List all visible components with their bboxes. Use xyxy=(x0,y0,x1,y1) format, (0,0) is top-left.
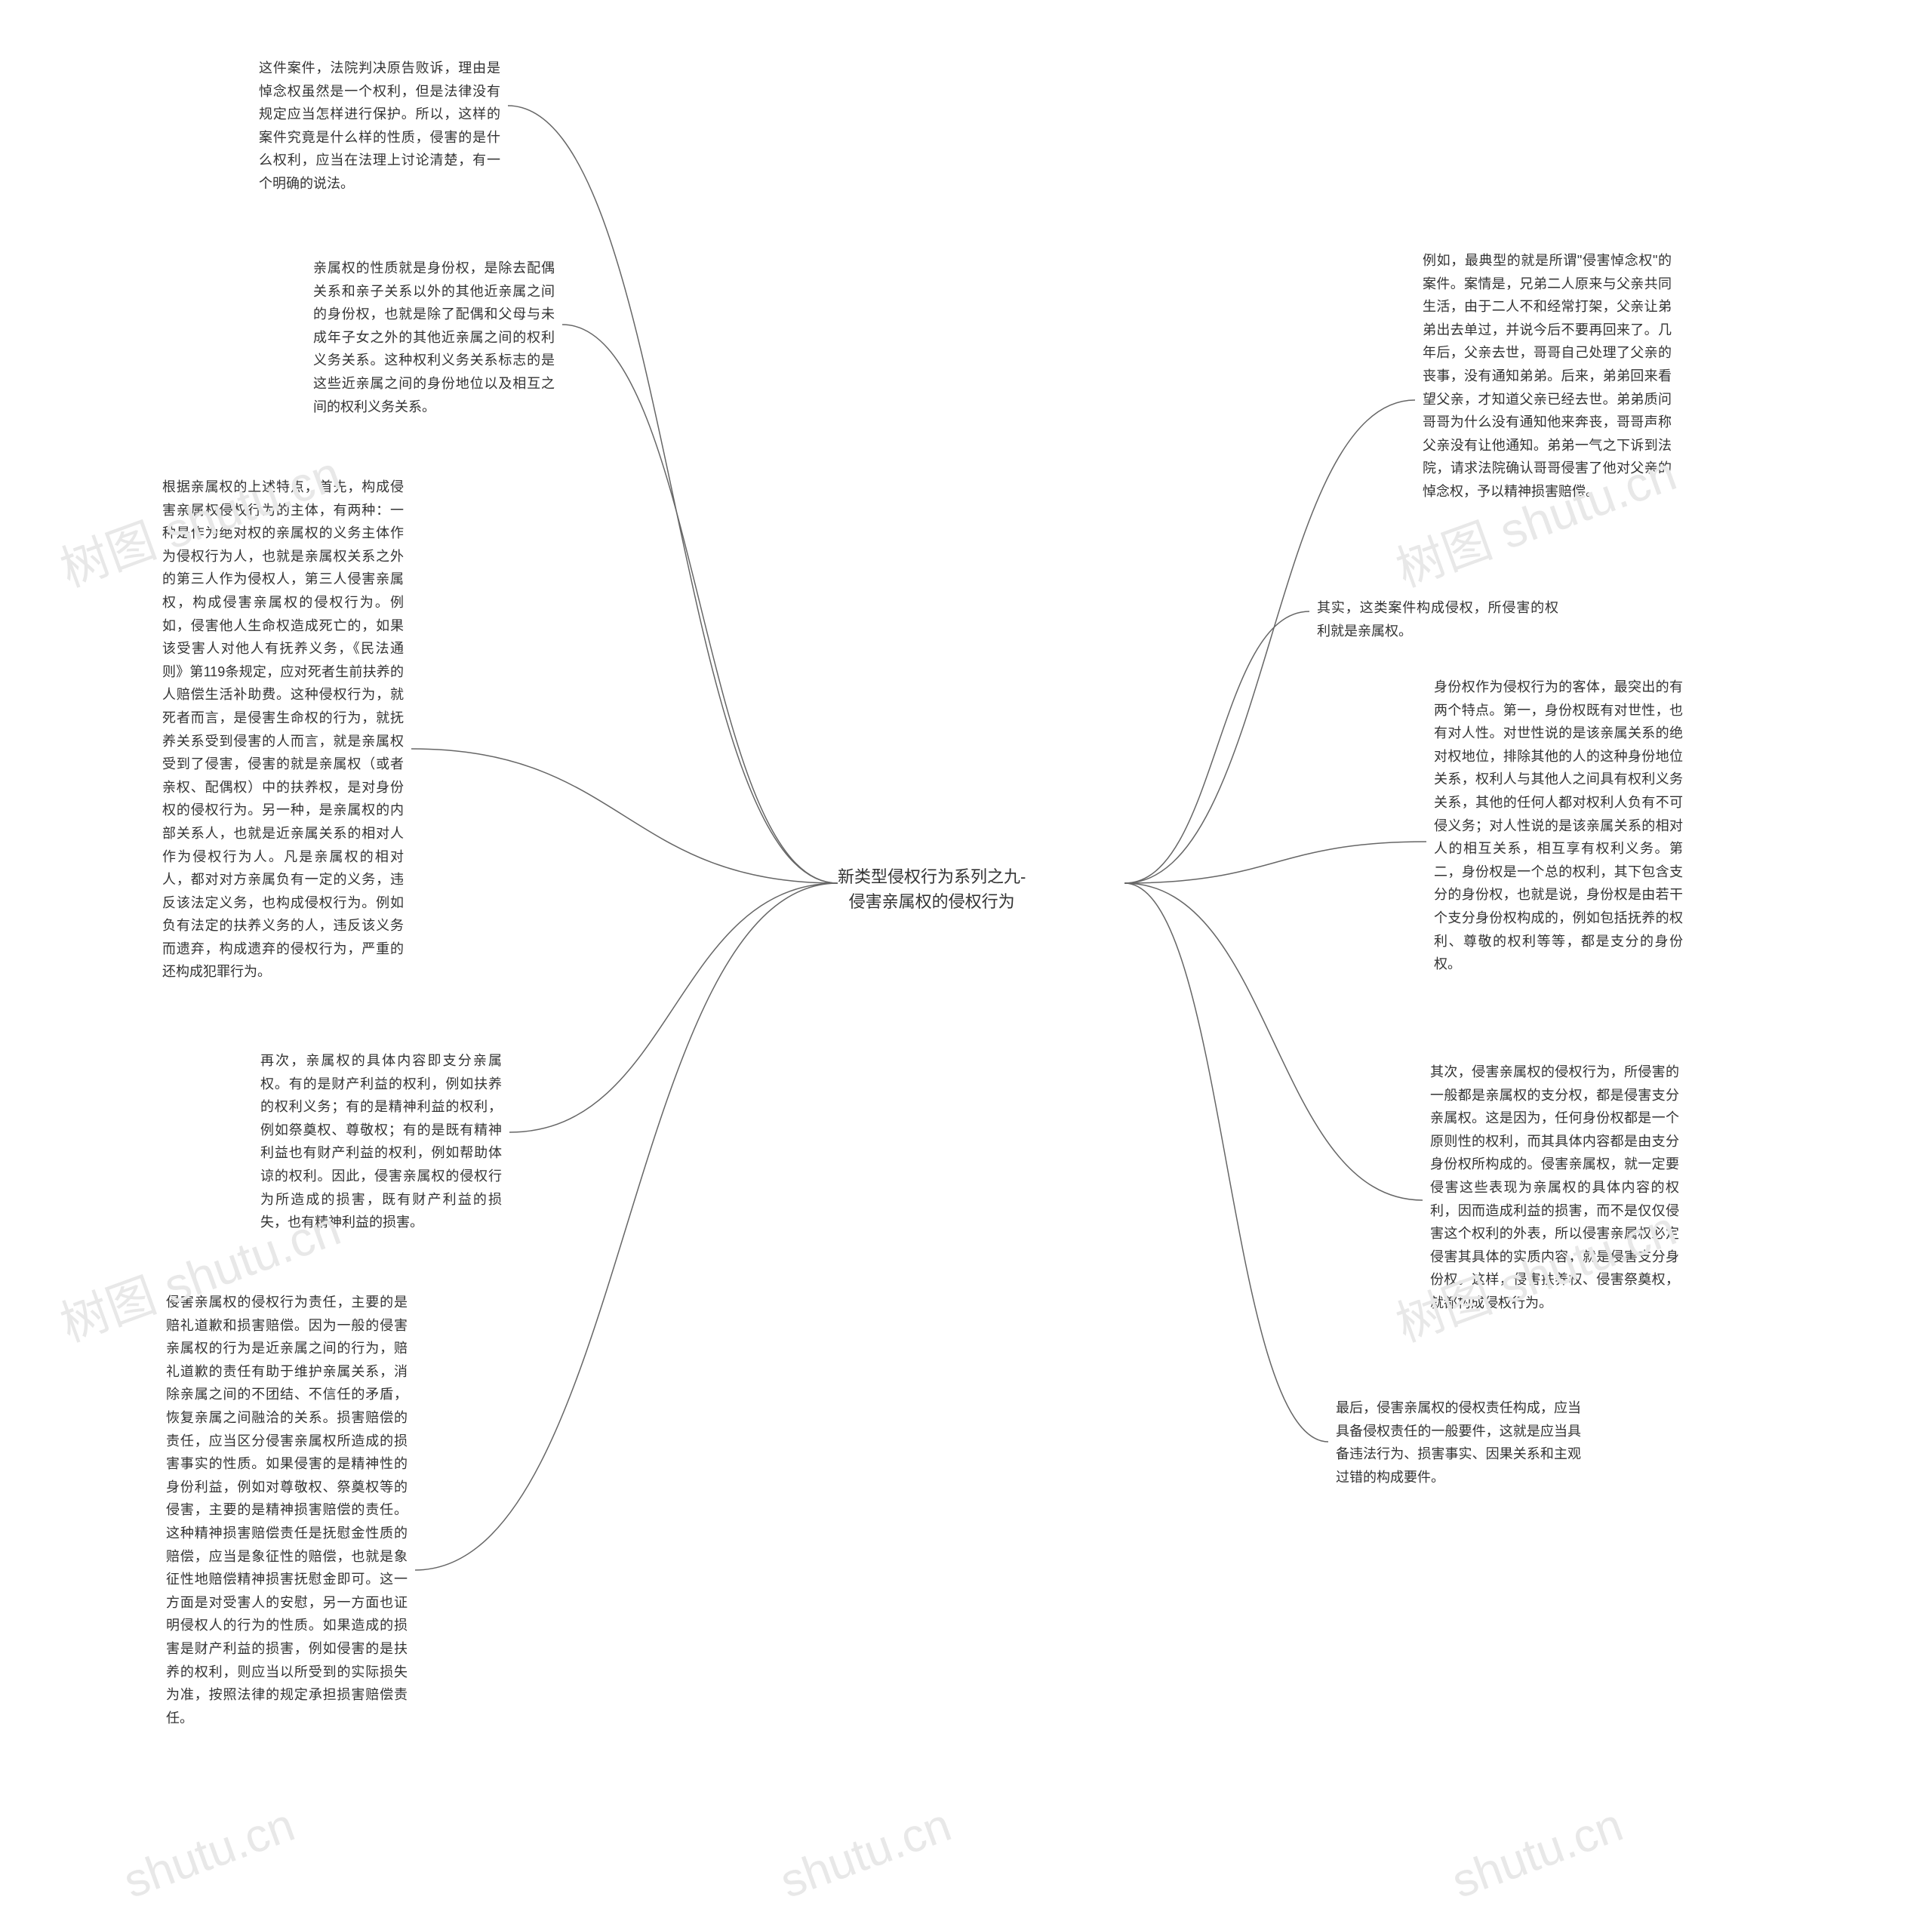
left-leaf-1: 亲属权的性质就是身份权，是除去配偶关系和亲子关系以外的其他近亲属之间的身份权，也… xyxy=(313,257,555,418)
watermark-5: shutu.cn xyxy=(774,1798,958,1909)
left-leaf-2: 根据亲属权的上述特点，首先，构成侵害亲属权侵权行为的主体，有两种：一种是作为绝对… xyxy=(162,476,404,984)
right-leaf-4: 最后，侵害亲属权的侵权责任构成，应当具备侵权责任的一般要件，这就是应当具备违法行… xyxy=(1336,1396,1581,1489)
left-leaf-3: 再次，亲属权的具体内容即支分亲属权。有的是财产利益的权利，例如扶养的权利义务；有… xyxy=(260,1049,502,1234)
center-node: 新类型侵权行为系列之九- 侵害亲属权的侵权行为 xyxy=(838,864,1026,914)
mindmap-canvas: 新类型侵权行为系列之九- 侵害亲属权的侵权行为 这件案件，法院判决原告败诉，理由… xyxy=(0,0,1932,1853)
right-leaf-0: 例如，最典型的就是所谓"侵害悼念权"的案件。案情是，兄弟二人原来与父亲共同生活，… xyxy=(1423,249,1672,503)
right-leaf-2: 身份权作为侵权行为的客体，最突出的有两个特点。第一，身份权既有对世性，也有对人性… xyxy=(1434,676,1683,976)
watermark-4: shutu.cn xyxy=(117,1798,302,1909)
right-leaf-3: 其次，侵害亲属权的侵权行为，所侵害的一般都是亲属权的支分权，都是侵害支分亲属权。… xyxy=(1430,1061,1679,1315)
right-leaf-1: 其实，这类案件构成侵权，所侵害的权利就是亲属权。 xyxy=(1317,596,1558,642)
left-leaf-0: 这件案件，法院判决原告败诉，理由是悼念权虽然是一个权利，但是法律没有规定应当怎样… xyxy=(259,57,500,196)
watermark-6: shutu.cn xyxy=(1445,1798,1630,1909)
left-leaf-4: 侵害亲属权的侵权行为责任，主要的是赔礼道歉和损害赔偿。因为一般的侵害亲属权的行为… xyxy=(166,1291,408,1729)
